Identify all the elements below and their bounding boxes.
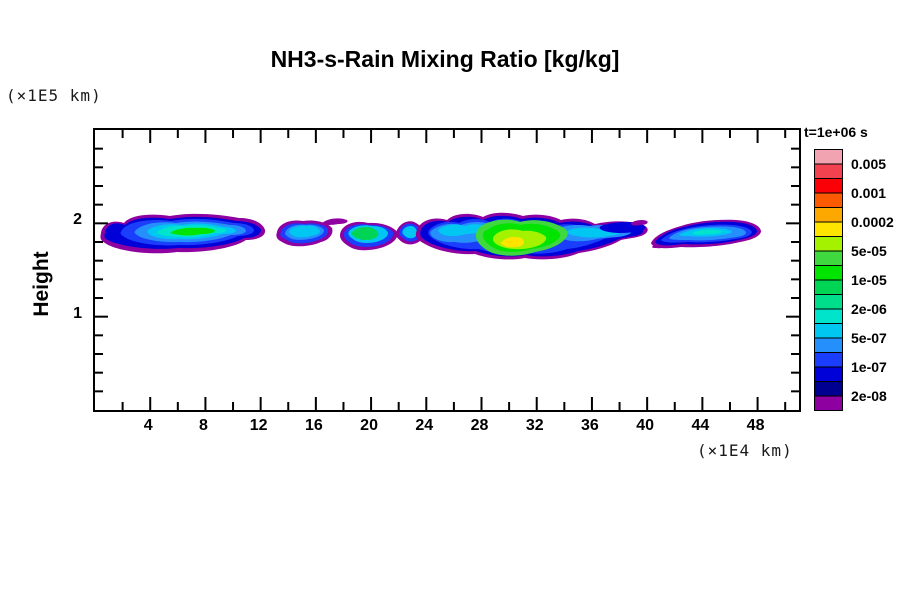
y-axis-title-text: Height [30, 251, 53, 317]
legend-level-label: 0.001 [851, 184, 887, 201]
legend-color-box [814, 163, 843, 179]
legend-time-label: t=1e+06 s [804, 124, 868, 140]
cloud-3-contour-layer [351, 227, 379, 241]
legend-colorbar [814, 149, 843, 411]
legend-color-box [814, 192, 843, 208]
x-tick-label: 16 [304, 417, 323, 434]
plot-area [93, 128, 801, 412]
legend-color-box [814, 381, 843, 397]
legend-color-box [814, 178, 843, 194]
legend-level-label: 5e-07 [851, 329, 887, 346]
chart-title: NH3-s-Rain Mixing Ratio [kg/kg] [270, 46, 620, 72]
legend-color-box [814, 250, 843, 266]
x-tick-label: 28 [470, 417, 489, 434]
legend-color-box [814, 149, 843, 165]
cloud-4-contour-layer [402, 226, 418, 239]
legend-level-label: 0.005 [851, 155, 887, 172]
cloud-central-contour-layer [500, 237, 524, 248]
legend-color-box [814, 265, 843, 281]
x-tick-label: 8 [198, 417, 208, 434]
x-tick-label: 12 [249, 417, 268, 434]
y-tick-label: 2 [73, 211, 82, 229]
legend-level-label: 0.0002 [851, 213, 894, 230]
cloud-2-contour-layer [288, 225, 320, 238]
legend-level-label: 2e-08 [851, 387, 887, 404]
legend-color-box [814, 308, 843, 324]
contour-plot-canvas [95, 130, 799, 410]
legend-color-box [814, 207, 843, 223]
cloud-east-contour-layer [692, 229, 723, 235]
x-tick-label: 20 [360, 417, 378, 434]
x-tick-label: 40 [636, 417, 655, 434]
legend-color-box [814, 279, 843, 295]
legend-color-box [814, 221, 843, 237]
cloud-2-contour-layer [322, 218, 348, 225]
legend-color-box [814, 337, 843, 353]
legend-level-label: 5e-05 [851, 242, 887, 259]
x-tick-label: 4 [143, 417, 153, 434]
cloud-west-contour-layer [170, 227, 215, 236]
cloud-central-contour-layer [631, 219, 648, 226]
legend-color-box [814, 323, 843, 339]
legend-color-box [814, 366, 843, 382]
y-tick-label: 1 [73, 304, 82, 322]
legend-color-box [814, 395, 843, 411]
x-tick-label: 24 [415, 417, 434, 434]
x-axis-unit-label: (×1E4 km) [697, 441, 793, 460]
legend-level-label: 2e-06 [851, 300, 887, 317]
legend-color-box [814, 236, 843, 252]
legend-color-box [814, 352, 843, 368]
x-tick-label: 48 [746, 417, 765, 434]
y-axis-unit-label: (×1E5 km) [6, 86, 102, 105]
legend-color-box [814, 294, 843, 310]
x-tick-label: 44 [691, 417, 710, 434]
x-tick-label: 32 [525, 417, 544, 434]
legend-level-label: 1e-07 [851, 358, 887, 375]
x-tick-label: 36 [581, 417, 599, 434]
legend-level-label: 1e-05 [851, 271, 887, 288]
